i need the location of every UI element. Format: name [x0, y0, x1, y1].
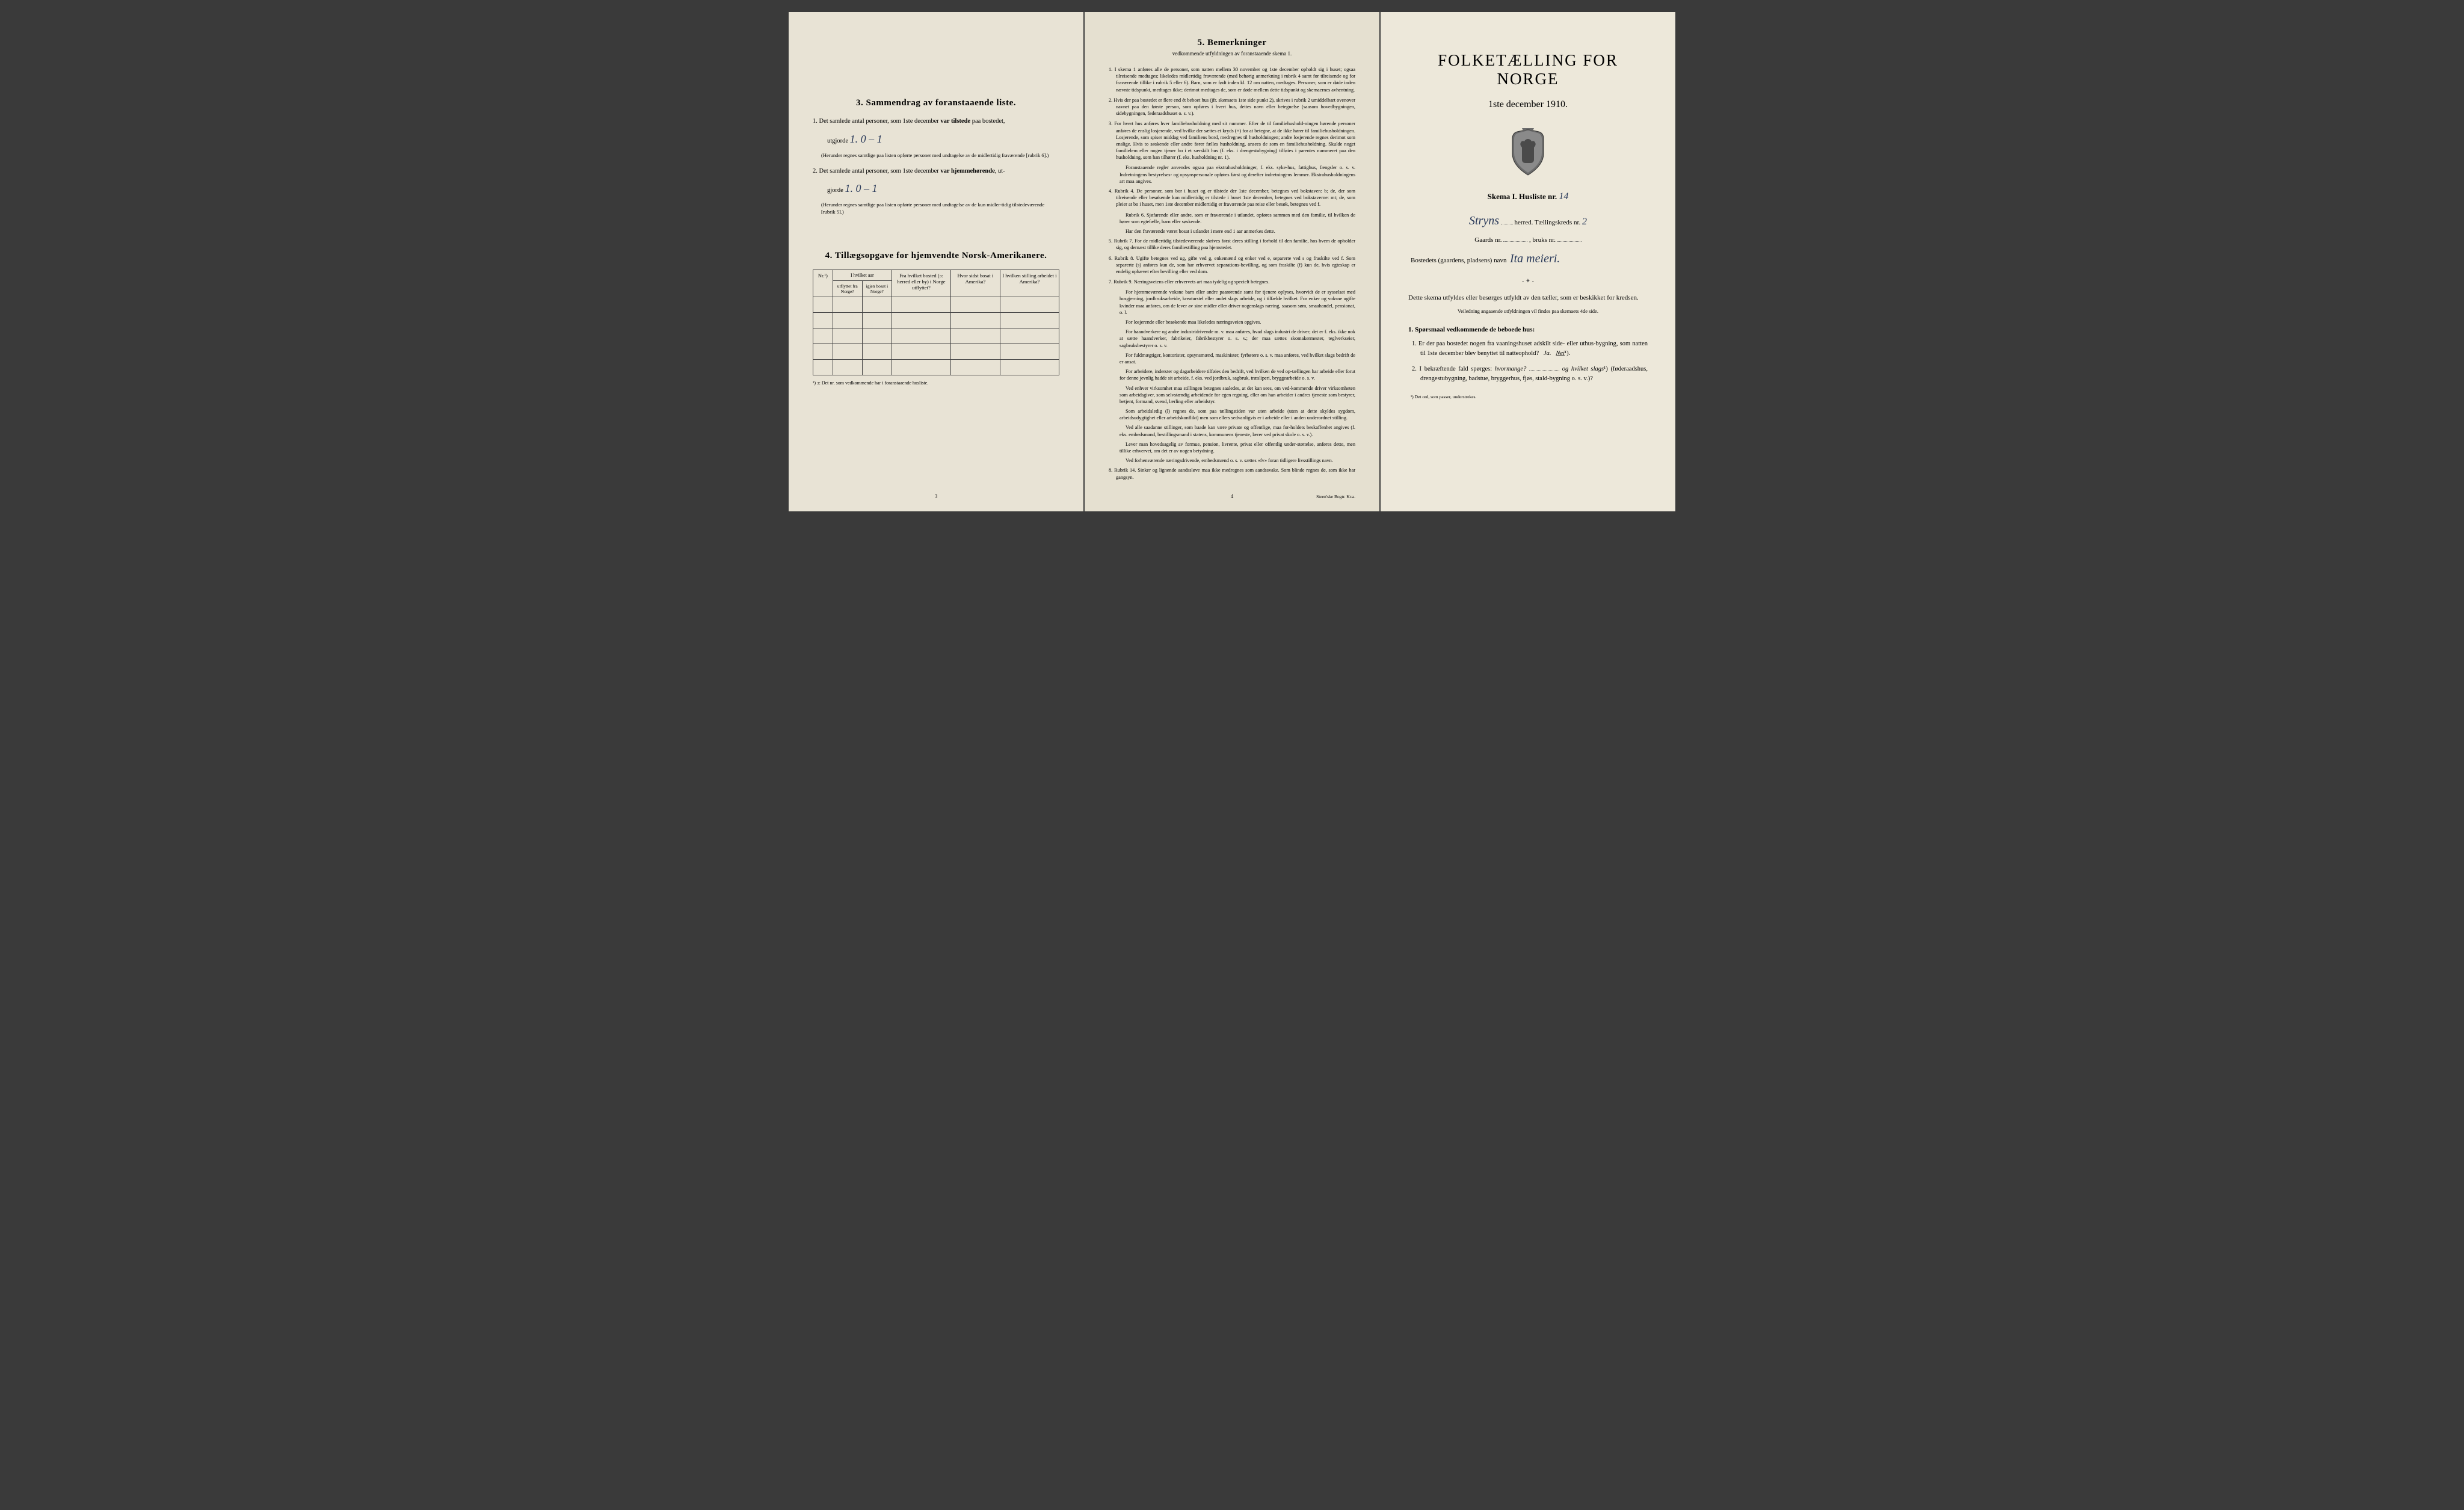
- th-utflyttet: utflyttet fra Norge?: [833, 281, 862, 297]
- text: gjorde: [827, 187, 843, 194]
- summary-item-2-note: (Herunder regnes samtlige paa listen opf…: [813, 202, 1059, 216]
- remark-7: 7. Rubrik 9. Næringsveiens eller erhverv…: [1109, 279, 1355, 285]
- cover-page: FOLKETÆLLING FOR NORGE 1ste december 191…: [1381, 12, 1675, 511]
- text-bold: var tilstede: [940, 118, 970, 125]
- remark-7-sub-3: For haandverkere og andre industridriven…: [1109, 328, 1355, 349]
- th-fra-bosted: Fra hvilket bosted (ɔ: herred eller by) …: [892, 270, 950, 297]
- instruction-small: Veiledning angaaende utfyldningen vil fi…: [1405, 308, 1651, 314]
- question-2: 2. I bekræftende fald spørges: hvormange…: [1420, 365, 1648, 384]
- bosted-handwritten: Ita meieri.: [1510, 252, 1560, 265]
- remark-7-sub-10: Ved forhenværende næringsdrivende, embed…: [1109, 457, 1355, 464]
- th-amerika-bosat: Hvor sidst bosat i Amerika?: [951, 270, 1000, 297]
- remark-7-sub-1: For hjemmeværende voksne barn eller andr…: [1109, 289, 1355, 316]
- text: utgjorde: [827, 138, 848, 144]
- remark-3-sub: Foranstaaende regler anvendes ogsaa paa …: [1109, 164, 1355, 185]
- herred-handwritten: Stryns: [1469, 214, 1499, 227]
- section-5-heading: 5. Bemerkninger: [1109, 38, 1355, 48]
- remark-8: 8. Rubrik 14. Sinker og lignende aandssl…: [1109, 467, 1355, 480]
- husliste-nr-handwritten: 14: [1559, 191, 1568, 202]
- remark-2: 2. Hvis der paa bostedet er flere end ét…: [1109, 97, 1355, 117]
- remark-6: 6. Rubrik 8. Ugifte betegnes ved ug, gif…: [1109, 255, 1355, 276]
- text: 2. Det samlede antal personer, som 1ste …: [813, 168, 940, 174]
- divider-ornament: - ✦ -: [1405, 278, 1651, 285]
- th-nr: Nr.¹): [813, 270, 833, 297]
- section-4-heading: 4. Tillægsopgave for hjemvendte Norsk-Am…: [813, 251, 1059, 261]
- remark-7-sub-9: Lever man hovedsagelig av formue, pensio…: [1109, 441, 1355, 454]
- summary-item-1: 1. Det samlede antal personer, som 1ste …: [813, 117, 1059, 126]
- table-footnote: ¹) ɔ: Det nr. som vedkommende har i fora…: [813, 380, 1059, 386]
- text-bold: var hjemmehørende: [940, 168, 994, 174]
- bruks-nr-label: , bruks nr.: [1529, 236, 1556, 244]
- summary-item-1-line2: utgjorde 1. 0 – 1: [813, 131, 1059, 147]
- text: , ut-: [995, 168, 1005, 174]
- coat-of-arms: [1405, 128, 1651, 179]
- page-number-4: 4: [1231, 493, 1234, 499]
- handwritten-tilstede-count: 1. 0 – 1: [850, 131, 886, 147]
- table-row: [813, 344, 1059, 360]
- bosted-label: Bostedets (gaardens, pladsens) navn: [1411, 257, 1506, 264]
- bosted-line: Bostedets (gaardens, pladsens) navn Ita …: [1405, 252, 1651, 266]
- opgave-table-wrap: Nr.¹) I hvilket aar Fra hvilket bosted (…: [813, 270, 1059, 375]
- remark-7-sub-8: Ved alle saadanne stillinger, som baade …: [1109, 424, 1355, 437]
- remark-7-sub-6: Ved enhver virksomhet maa stillingen bet…: [1109, 385, 1355, 405]
- summary-item-2-line2: gjorde 1. 0 – 1: [813, 180, 1059, 197]
- remark-5: 5. Rubrik 7. For de midlertidig tilstede…: [1109, 238, 1355, 251]
- remark-4: 4. Rubrik 4. De personer, som bor i huse…: [1109, 188, 1355, 208]
- questions-heading: 1. Spørsmaal vedkommende de beboede hus:: [1408, 326, 1648, 333]
- gaard-line: Gaards nr. , bruks nr.: [1405, 236, 1651, 244]
- th-igjen: igjen bosat i Norge?: [862, 281, 892, 297]
- table-row: [813, 328, 1059, 344]
- remark-7-sub-7: Som arbeidsledig (l) regnes de, som paa …: [1109, 408, 1355, 421]
- text: paa bostedet,: [970, 118, 1005, 125]
- page-4: 5. Bemerkninger vedkommende utfyldningen…: [1085, 12, 1379, 511]
- herred-label: herred. Tællingskreds nr.: [1514, 219, 1580, 226]
- census-title: FOLKETÆLLING FOR NORGE: [1405, 51, 1651, 88]
- printer-mark: Steen'ske Bogtr. Kr.a.: [1316, 494, 1355, 499]
- remark-4-sub-b: Har den fraværende været bosat i utlande…: [1109, 228, 1355, 235]
- section-5-subheading: vedkommende utfyldningen av foranstaaend…: [1109, 51, 1355, 57]
- instruction-text: Dette skema utfyldes eller besørges utfy…: [1408, 293, 1648, 303]
- remark-3: 3. For hvert hus anføres hver familiehus…: [1109, 120, 1355, 161]
- text: 1. Det samlede antal personer, som 1ste …: [813, 118, 940, 125]
- remark-7-sub-4: For fuldmægtiger, kontorister, opsynsmæn…: [1109, 352, 1355, 365]
- herred-line: Stryns herred. Tællingskreds nr. 2: [1405, 214, 1651, 228]
- th-stilling: I hvilken stilling arbeidet i Amerika?: [1000, 270, 1059, 297]
- table-row: [813, 297, 1059, 313]
- remark-7-sub-5: For arbeidere, inderster og dagarbeidere…: [1109, 368, 1355, 381]
- crest-icon: [1510, 128, 1546, 176]
- page-number-3: 3: [935, 493, 938, 499]
- remark-1: 1. I skema 1 anføres alle de personer, s…: [1109, 66, 1355, 93]
- table-row: [813, 313, 1059, 328]
- schema-line: Skema I. Husliste nr. 14: [1405, 191, 1651, 202]
- gaards-nr-label: Gaards nr.: [1474, 236, 1502, 244]
- remark-4-sub-a: Rubrik 6. Sjøfarende eller andre, som er…: [1109, 212, 1355, 225]
- cover-footnote: ¹) Det ord, som passer, understrekes.: [1405, 394, 1651, 399]
- kreds-nr-handwritten: 2: [1582, 217, 1587, 227]
- section-3-heading: 3. Sammendrag av foranstaaende liste.: [813, 98, 1059, 108]
- census-date: 1ste december 1910.: [1405, 99, 1651, 110]
- table-row: [813, 360, 1059, 375]
- remark-7-sub-2: For losjerende eller besøkende maa likel…: [1109, 319, 1355, 325]
- question-1: 1. Er der paa bostedet nogen fra vaaning…: [1420, 339, 1648, 359]
- th-aar-top: I hvilket aar: [833, 270, 892, 281]
- summary-item-2: 2. Det samlede antal personer, som 1ste …: [813, 167, 1059, 176]
- handwritten-hjemme-count: 1. 0 – 1: [845, 180, 881, 197]
- three-page-document: 3. Sammendrag av foranstaaende liste. 1.…: [789, 12, 1675, 511]
- opgave-table: Nr.¹) I hvilket aar Fra hvilket bosted (…: [813, 270, 1059, 375]
- summary-item-1-note: (Herunder regnes samtlige paa listen opf…: [813, 152, 1059, 159]
- schema-label: Skema I. Husliste nr.: [1488, 192, 1557, 201]
- page-3: 3. Sammendrag av foranstaaende liste. 1.…: [789, 12, 1083, 511]
